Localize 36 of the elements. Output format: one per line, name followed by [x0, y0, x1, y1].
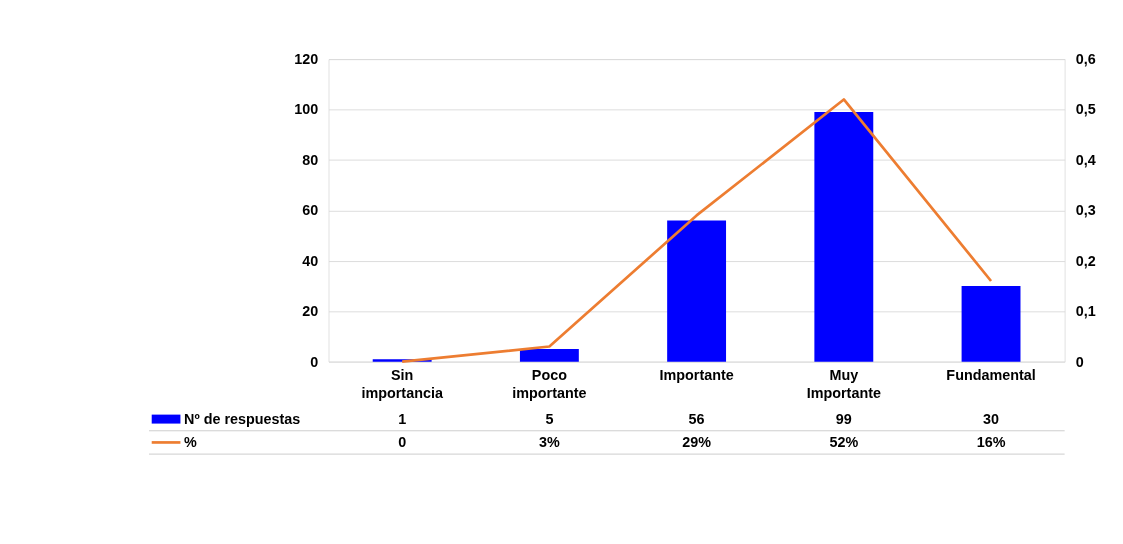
x-tick-label: Muy Importante — [806, 367, 881, 401]
x-tick-label: Fundamental — [946, 367, 1036, 384]
y-tick-label: 100 — [294, 101, 319, 118]
y2-tick-label: 0,6 — [1075, 51, 1096, 68]
data-label: 30 — [983, 410, 1000, 427]
y2-tick-label: 0,3 — [1075, 202, 1096, 219]
y-tick-label: 20 — [302, 303, 319, 320]
y-tick-label: 40 — [302, 252, 319, 269]
legend-label: % — [184, 433, 198, 450]
bar — [519, 349, 579, 362]
y-tick-label: 0 — [310, 353, 319, 370]
data-label: 52% — [829, 433, 859, 450]
y-tick-label: 80 — [302, 151, 319, 168]
y2-tick-label: 0 — [1075, 353, 1084, 370]
y2-tick-label: 0,5 — [1075, 101, 1096, 118]
legend-label: Nº de respuestas — [184, 410, 301, 427]
y2-tick-label: 0,4 — [1075, 151, 1096, 168]
line-series — [400, 98, 993, 363]
data-label: 29% — [682, 433, 712, 450]
y-tick-label: 120 — [294, 51, 319, 68]
bar — [667, 220, 727, 362]
data-label: 56 — [688, 410, 705, 427]
data-label: 99 — [835, 410, 852, 427]
data-label: 3% — [539, 433, 560, 450]
x-tick-label: Sin importancia — [361, 367, 444, 401]
bar — [814, 112, 874, 362]
y2-tick-label: 0,2 — [1075, 252, 1096, 269]
x-tick-label: Importante — [659, 367, 734, 384]
x-tick-label: Poco importante — [512, 367, 587, 401]
data-label: 16% — [976, 433, 1006, 450]
data-label: 1 — [398, 410, 407, 427]
data-label: 5 — [545, 410, 554, 427]
bar — [961, 286, 1021, 362]
y2-tick-label: 0,1 — [1075, 303, 1096, 320]
y-tick-label: 60 — [302, 202, 319, 219]
data-label: 0 — [398, 433, 407, 450]
